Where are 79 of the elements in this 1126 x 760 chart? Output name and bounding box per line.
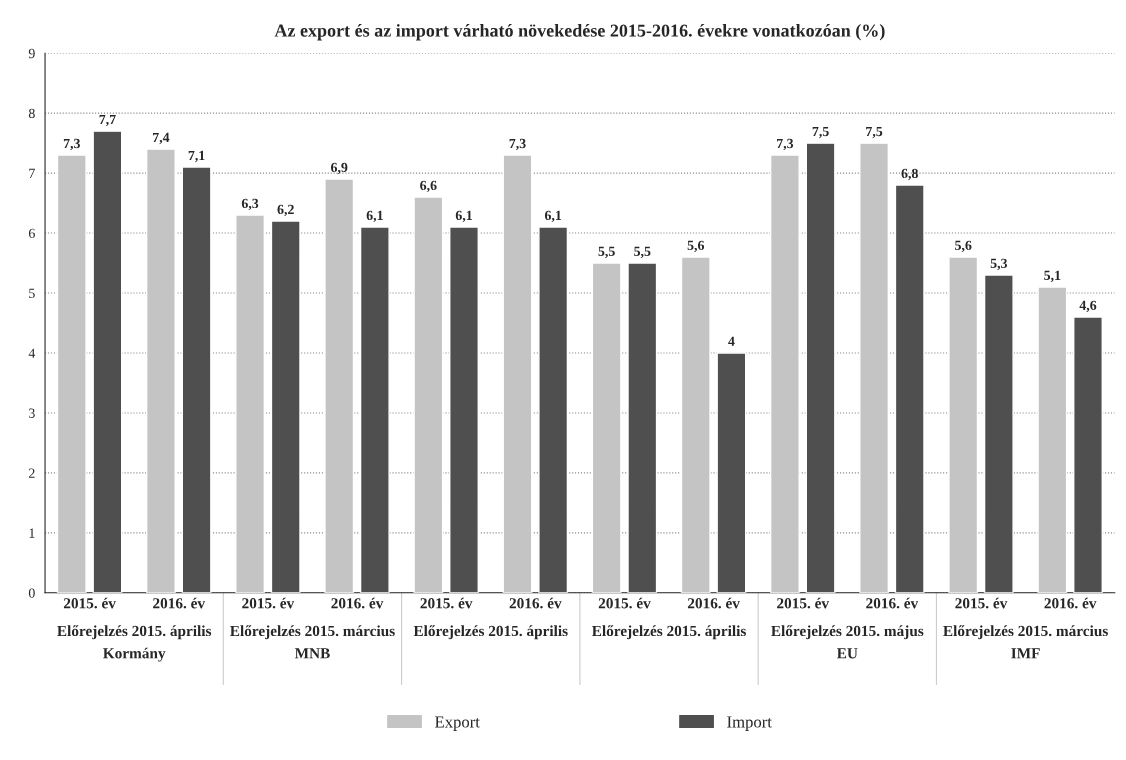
bar [591, 262, 622, 593]
x-tick-label: 2015. év [955, 597, 1008, 609]
y-tick-label: 6 [28, 228, 35, 239]
x-tick-label: 2016. év [153, 597, 206, 609]
data-label: 5,3 [990, 258, 1008, 271]
text: Előrejelzés 2015. április [591, 625, 746, 640]
y-tick-label: 4 [28, 348, 36, 358]
data-label: 6,1 [544, 210, 562, 223]
data-label: 6,8 [901, 168, 918, 181]
x-tick-label: 2015. év [242, 597, 295, 609]
data-label: 5,6 [687, 240, 705, 253]
y-tick-label: 3 [29, 408, 35, 418]
bar [56, 154, 87, 593]
data-label: 7,3 [509, 138, 526, 151]
bar [983, 274, 1014, 593]
bar [92, 130, 123, 593]
data-label: 6,1 [366, 210, 383, 223]
data-label: 5,6 [955, 240, 972, 253]
y-tick-label: 8 [28, 108, 35, 119]
x-tick-label: 2015. év [777, 597, 830, 609]
x-tick-label: 2016. év [687, 597, 740, 609]
text: Előrejelzés 2015. április Kormány [57, 625, 212, 662]
y-tick-label: 9 [28, 48, 35, 59]
bar [859, 142, 890, 593]
x-tick-label: 2016. év [509, 597, 562, 609]
y-tick-label: 1 [29, 528, 35, 538]
bar [538, 226, 569, 593]
data-label: 7,3 [63, 138, 80, 151]
bar [270, 220, 301, 593]
bar [680, 256, 711, 593]
y-tick-label: 0 [28, 588, 35, 598]
bar [805, 142, 836, 593]
bar [627, 262, 658, 593]
y-tick-label: 2 [28, 468, 35, 478]
x-tick-label: 2015. év [420, 597, 473, 609]
data-label: 7,5 [866, 126, 883, 139]
bar [145, 148, 176, 593]
data-label: 7,4 [153, 132, 170, 145]
data-label: 7,1 [188, 150, 205, 163]
data-label: 6,9 [331, 162, 348, 175]
bar [1037, 286, 1068, 593]
bar [769, 154, 800, 593]
data-label: 6,3 [241, 198, 259, 211]
bar [502, 154, 533, 593]
data-label: 5,5 [634, 246, 651, 259]
bar [235, 214, 266, 593]
data-label: 7,3 [777, 138, 794, 151]
bar [1073, 316, 1103, 593]
bar [449, 226, 479, 593]
bar [324, 178, 355, 593]
data-label: 6,1 [455, 210, 472, 223]
data-label: 7,5 [812, 126, 829, 139]
bar [948, 256, 979, 593]
data-label: 7,7 [99, 114, 116, 127]
x-tick-label: 2015. év [598, 597, 651, 609]
y-tick-label: 7 [29, 168, 35, 178]
data-label: 4,6 [1079, 300, 1097, 313]
bar [716, 352, 747, 593]
bar [181, 166, 212, 593]
data-label: 6,6 [420, 180, 437, 193]
legend-label: Export [435, 716, 480, 731]
data-label: 5,1 [1044, 270, 1061, 283]
bar [413, 196, 444, 593]
data-label: 4 [728, 336, 735, 346]
bar [359, 226, 390, 593]
data-label: 5,5 [598, 246, 615, 259]
y-tick-label: 5 [29, 288, 35, 298]
data-label: 6,2 [277, 204, 294, 217]
text: Előrejelzés 2015. április [413, 625, 568, 640]
x-tick-label: 2016. év [1044, 597, 1097, 609]
x-tick-label: 2016. év [331, 597, 384, 609]
bar [894, 184, 925, 593]
legend-label: Import [727, 716, 772, 731]
x-tick-label: 2016. év [866, 597, 919, 609]
text: Előrejelzés 2015. március MNB [230, 625, 395, 659]
text: Előrejelzés 2015. március IMF [943, 625, 1108, 659]
text: Előrejelzés 2015. május EU [771, 625, 924, 659]
x-tick-label: 2015. év [63, 597, 116, 609]
chart-title: Az export és az import várható növekedése 2015-2016. évekre vonatkozóan (%) [274, 23, 885, 41]
